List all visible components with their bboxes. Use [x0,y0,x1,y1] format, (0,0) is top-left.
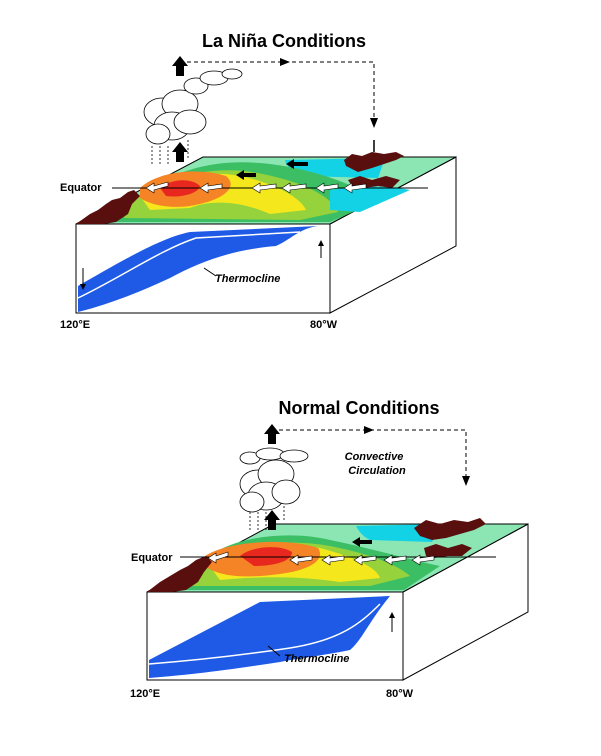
equator-label: Equator [131,552,173,564]
land-west [76,190,140,224]
wind-arrow-2 [286,159,308,169]
lon-label-left: 120°E [60,319,90,331]
wind-arrow-3 [145,181,169,194]
circulation-label-line2: Circulation [348,465,406,477]
deep-water-wedge [78,226,318,312]
lon-label-right: 80°W [310,319,338,331]
land-east [414,518,486,540]
wind-arrow-4 [199,182,223,194]
wind-arrow-4 [321,554,345,566]
circulation-arrows [172,56,378,162]
wind-arrow-6 [383,554,407,566]
equator-label: Equator [60,182,102,194]
wind-arrow-2 [207,551,229,564]
land-west [147,556,212,592]
panel-normal: Normal Conditions Thermocline Equator [130,398,529,700]
wind-arrow-6 [281,182,307,194]
downwelling-arrow [80,284,86,290]
wind-arrow-8 [343,182,367,194]
thermocline-label: Thermocline [215,273,280,285]
wind-arrow-1 [236,170,256,180]
wind-arrow-7 [315,182,339,194]
lon-label-left: 120°E [130,688,160,700]
upwelling-arrow [318,240,324,246]
circulation-arrows [264,424,470,530]
land-east-coast [424,544,472,558]
band-cold-east [330,186,410,212]
deep-water-wedge [149,596,390,678]
thermocline-label: Thermocline [284,653,349,665]
wind-arrow-3 [289,554,313,566]
wind-arrow-5 [251,182,277,194]
wind-arrow-1 [352,537,372,547]
wind-arrow-7 [411,554,435,566]
cloud-icon [239,447,309,513]
panel-title-normal: Normal Conditions [279,398,440,418]
circulation-label-line1: Convective [345,451,404,463]
cloud-icon [143,68,243,145]
lon-label-right: 80°W [386,688,414,700]
upwelling-arrow [389,612,395,618]
thermocline-line [148,603,381,665]
panel-la-nina: La Niña Conditions Thermocline Equator [60,31,457,331]
wind-arrow-5 [353,554,377,566]
thermocline-line [77,231,301,299]
land-east [344,152,404,172]
panel-title-la-nina: La Niña Conditions [202,31,366,51]
